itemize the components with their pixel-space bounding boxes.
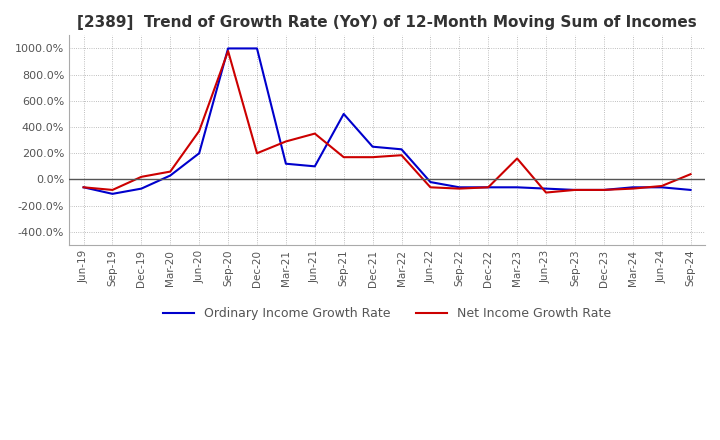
Net Income Growth Rate	[137, 174, 145, 180]
Ordinary Income Growth Rate	[79, 185, 88, 190]
Net Income Growth Rate	[195, 128, 204, 134]
Ordinary Income Growth Rate	[513, 185, 521, 190]
Net Income Growth Rate	[369, 154, 377, 160]
Ordinary Income Growth Rate	[455, 185, 464, 190]
Ordinary Income Growth Rate	[397, 147, 406, 152]
Net Income Growth Rate	[310, 131, 319, 136]
Net Income Growth Rate	[397, 153, 406, 158]
Net Income Growth Rate	[513, 156, 521, 161]
Net Income Growth Rate	[571, 187, 580, 193]
Ordinary Income Growth Rate	[310, 164, 319, 169]
Net Income Growth Rate	[426, 185, 435, 190]
Line: Net Income Growth Rate: Net Income Growth Rate	[84, 51, 690, 193]
Ordinary Income Growth Rate	[600, 187, 608, 193]
Net Income Growth Rate	[166, 169, 174, 174]
Net Income Growth Rate	[108, 187, 117, 193]
Net Income Growth Rate	[455, 186, 464, 191]
Net Income Growth Rate	[253, 150, 261, 156]
Net Income Growth Rate	[657, 183, 666, 189]
Net Income Growth Rate	[282, 139, 290, 144]
Net Income Growth Rate	[79, 185, 88, 190]
Net Income Growth Rate	[600, 187, 608, 193]
Ordinary Income Growth Rate	[339, 111, 348, 117]
Ordinary Income Growth Rate	[657, 185, 666, 190]
Net Income Growth Rate	[339, 154, 348, 160]
Ordinary Income Growth Rate	[224, 46, 233, 51]
Ordinary Income Growth Rate	[195, 150, 204, 156]
Ordinary Income Growth Rate	[571, 187, 580, 193]
Ordinary Income Growth Rate	[282, 161, 290, 166]
Ordinary Income Growth Rate	[166, 173, 174, 178]
Net Income Growth Rate	[686, 172, 695, 177]
Net Income Growth Rate	[541, 190, 550, 195]
Net Income Growth Rate	[484, 185, 492, 190]
Ordinary Income Growth Rate	[541, 186, 550, 191]
Ordinary Income Growth Rate	[369, 144, 377, 149]
Net Income Growth Rate	[224, 48, 233, 54]
Ordinary Income Growth Rate	[137, 186, 145, 191]
Ordinary Income Growth Rate	[686, 187, 695, 193]
Ordinary Income Growth Rate	[629, 185, 637, 190]
Title: [2389]  Trend of Growth Rate (YoY) of 12-Month Moving Sum of Incomes: [2389] Trend of Growth Rate (YoY) of 12-…	[77, 15, 697, 30]
Line: Ordinary Income Growth Rate: Ordinary Income Growth Rate	[84, 48, 690, 194]
Legend: Ordinary Income Growth Rate, Net Income Growth Rate: Ordinary Income Growth Rate, Net Income …	[157, 301, 617, 327]
Ordinary Income Growth Rate	[426, 180, 435, 185]
Ordinary Income Growth Rate	[484, 185, 492, 190]
Net Income Growth Rate	[629, 186, 637, 191]
Ordinary Income Growth Rate	[108, 191, 117, 197]
Ordinary Income Growth Rate	[253, 46, 261, 51]
